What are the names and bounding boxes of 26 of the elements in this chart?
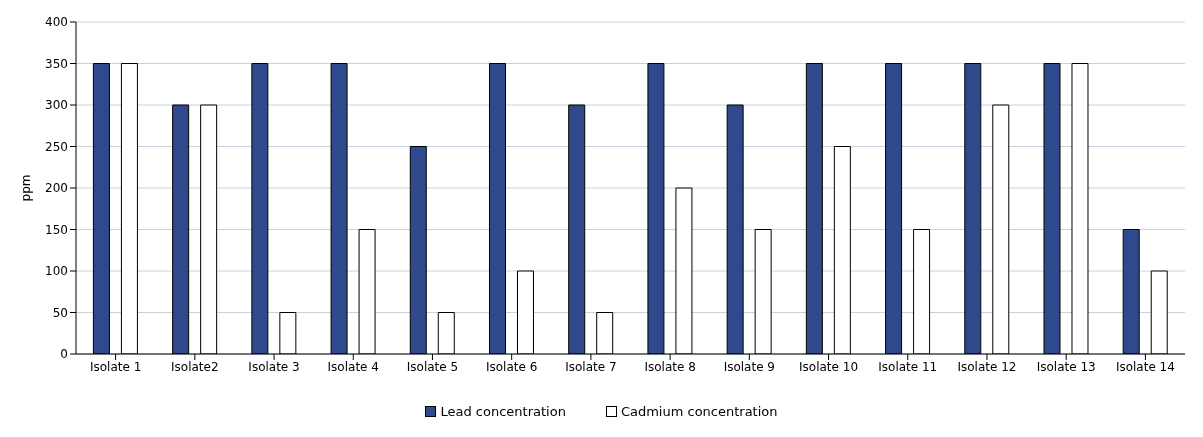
x-tick-label: Isolate 7 (565, 359, 617, 374)
y-tick-label: 150 (45, 222, 68, 237)
y-axis-title: ppm (19, 174, 34, 202)
y-tick-label: 250 (45, 139, 68, 154)
y-tick-label: 0 (60, 347, 68, 362)
x-tick-label: Isolate 11 (878, 359, 938, 374)
y-tick-label: 400 (45, 15, 68, 30)
x-tick-label: Isolate 14 (1115, 359, 1175, 374)
x-tick-label: Isolate 1 (89, 359, 142, 374)
x-tick-label: Isolate 4 (327, 359, 379, 374)
y-tick-label: 300 (45, 98, 68, 113)
x-tick-label: Isolate 10 (799, 359, 859, 374)
y-tick-label: 350 (45, 56, 68, 71)
x-tick-label: Isolate 5 (406, 359, 459, 374)
y-tick-label: 50 (52, 305, 68, 320)
x-tick-label: Isolate 13 (1036, 359, 1096, 374)
x-tick-label: Isolate 9 (723, 359, 775, 374)
x-tick-label: Isolate 8 (644, 359, 696, 374)
x-tick-label: Isolate2 (171, 359, 219, 374)
legend-label: Cadmium concentration (620, 404, 778, 419)
x-tick-label: Isolate 6 (486, 359, 538, 374)
x-tick-label: Isolate 3 (248, 359, 300, 374)
y-tick-label: 100 (45, 264, 68, 279)
x-tick-label: Isolate 12 (957, 359, 1017, 374)
legend-label: Lead concentration (440, 404, 566, 419)
y-tick-label: 200 (45, 181, 68, 196)
